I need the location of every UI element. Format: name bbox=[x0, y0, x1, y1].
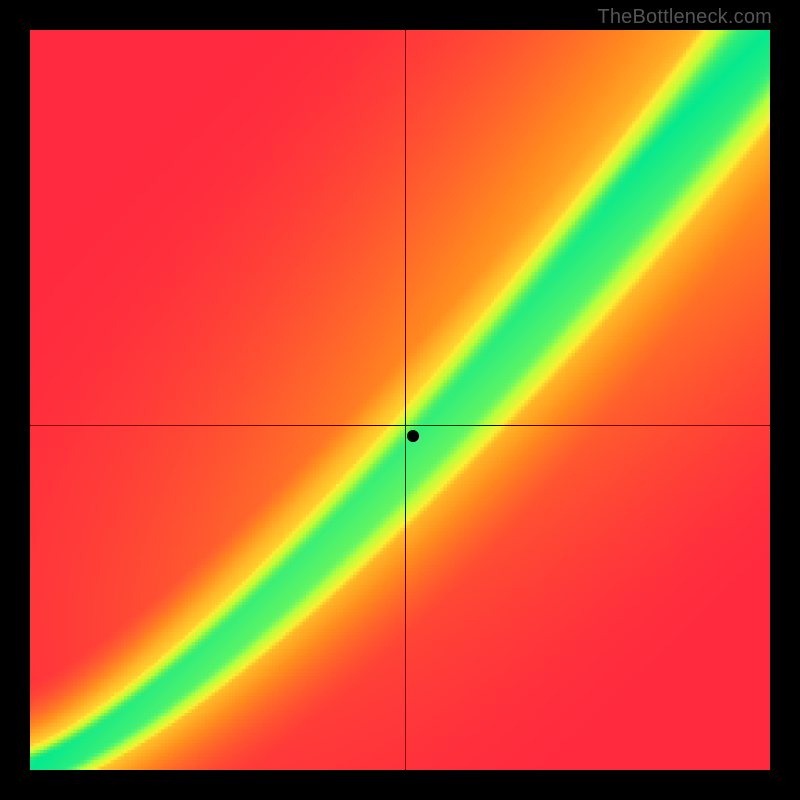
crosshair-vertical bbox=[405, 30, 406, 770]
watermark-text: TheBottleneck.com bbox=[597, 6, 772, 29]
heatmap-canvas bbox=[30, 30, 770, 770]
data-point-marker bbox=[407, 430, 419, 442]
bottleneck-heatmap-plot bbox=[30, 30, 770, 770]
crosshair-horizontal bbox=[30, 425, 770, 426]
